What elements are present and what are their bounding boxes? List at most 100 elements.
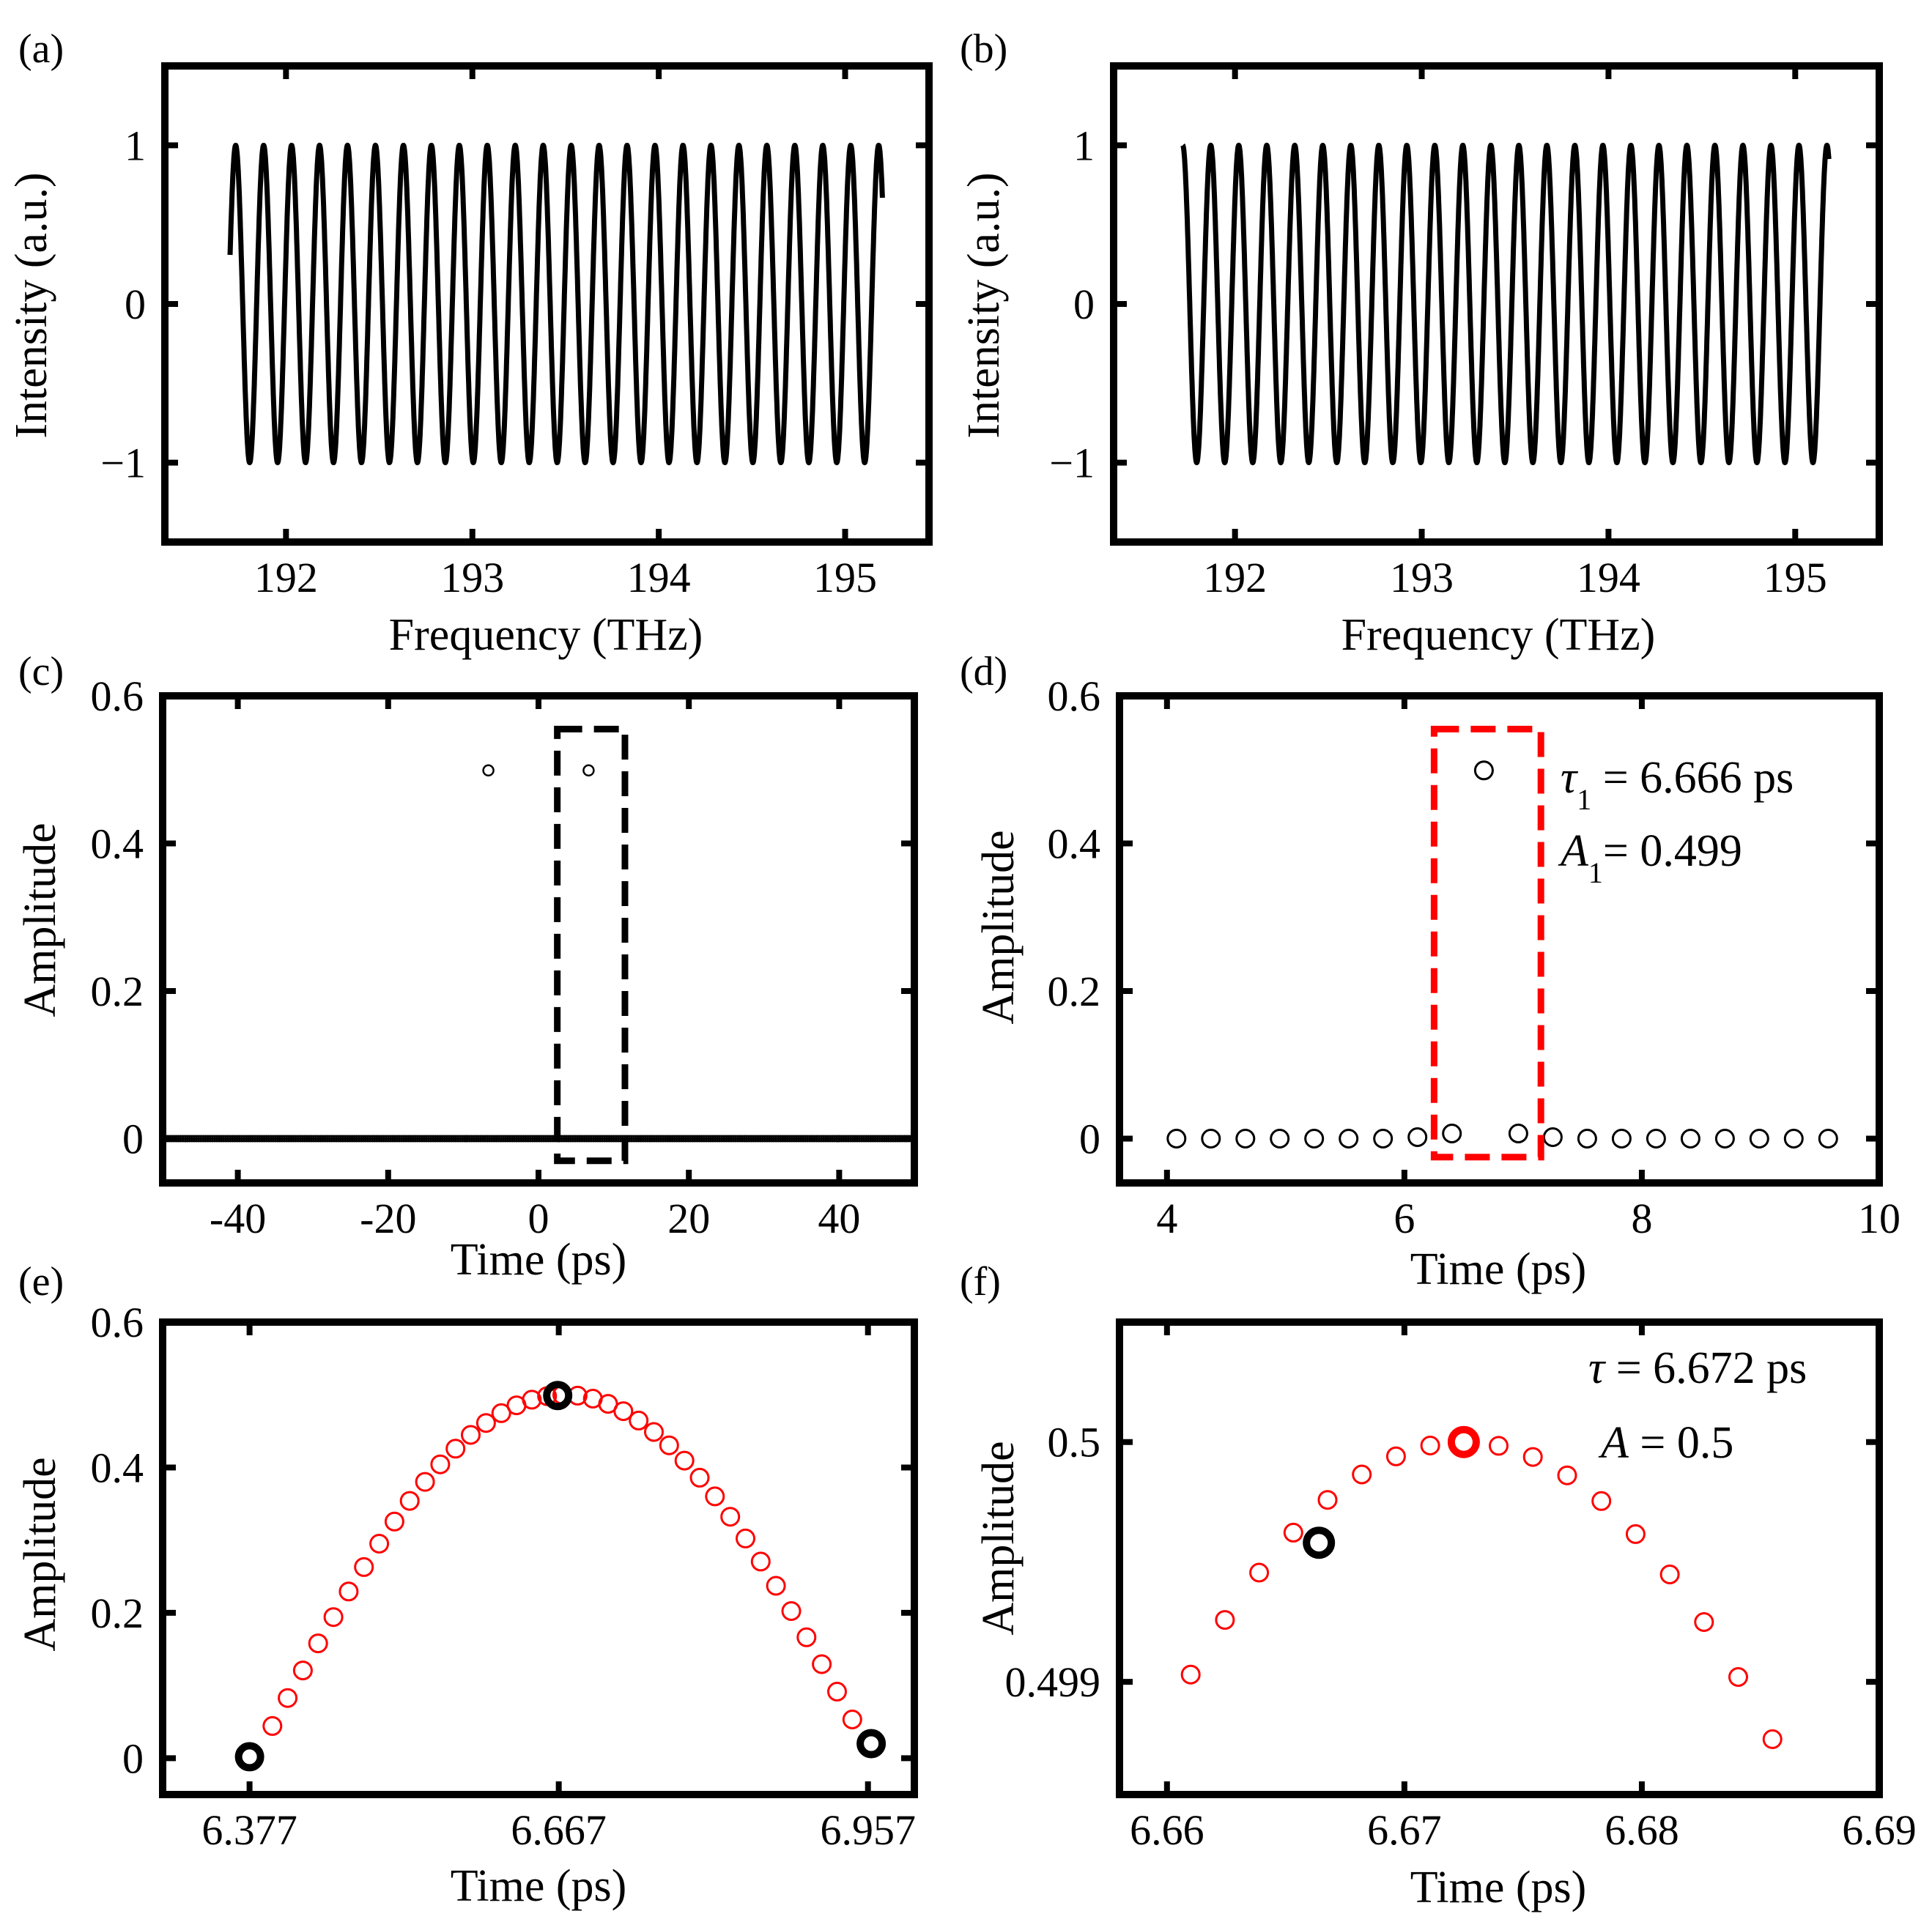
baseline-point: [731, 1135, 739, 1143]
baseline-point: [817, 1135, 825, 1143]
baseline-point: [229, 1135, 237, 1143]
a1-annotation: A1= 0.499: [1558, 826, 1742, 889]
baseline-point: [833, 1135, 841, 1143]
baseline-point: [630, 1135, 638, 1143]
data-point: [1304, 1129, 1325, 1149]
interpolated-point: [827, 1682, 847, 1702]
baseline-point: [445, 1135, 453, 1143]
dashed-highlight-box-c: [554, 725, 629, 1165]
interpolated-point: [705, 1486, 725, 1507]
baseline-point: [319, 1135, 327, 1143]
baseline-point: [168, 1135, 176, 1143]
baseline-point: [166, 1135, 174, 1143]
y-tick-label-f: 0.5: [1048, 1419, 1101, 1466]
baseline-point: [668, 1135, 676, 1143]
y-tick-label-c: 0.6: [91, 672, 144, 720]
baseline-point: [639, 1135, 647, 1143]
interpolated-point: [1249, 1562, 1270, 1583]
x-tick-label-c: -40: [210, 1195, 266, 1242]
panel-label-a: (a): [18, 26, 64, 72]
sample-point: [234, 1742, 264, 1772]
baseline-point: [538, 1135, 546, 1143]
baseline-point: [704, 1135, 712, 1143]
panel-b: (b) Frequency (THz) Intensity (a.u.) 192…: [959, 26, 1883, 660]
baseline-point: [220, 1135, 228, 1143]
a1-subscript: 1: [1588, 856, 1603, 889]
a1-symbol: A: [1558, 826, 1589, 876]
interpolated-point: [750, 1551, 771, 1572]
baseline-point: [517, 1135, 525, 1143]
baseline-point: [851, 1135, 859, 1143]
tau1-symbol: τ: [1561, 753, 1579, 803]
panel-a: (a) Frequency (THz) Intensity (a.u.) 192…: [7, 26, 933, 660]
baseline-point: [714, 1135, 722, 1143]
baseline-point: [413, 1135, 421, 1143]
baseline-point: [693, 1135, 701, 1143]
baseline-point: [547, 1135, 555, 1143]
baseline-point: [524, 1135, 532, 1143]
baseline-point: [589, 1135, 597, 1143]
interpolated-point: [689, 1467, 710, 1488]
baseline-point: [321, 1135, 329, 1143]
tau1-value: = 6.666 ps: [1591, 753, 1794, 803]
interpolated-point: [1557, 1465, 1577, 1485]
baseline-point: [247, 1135, 254, 1143]
baseline-point: [628, 1135, 636, 1143]
data-point: [1611, 1129, 1632, 1149]
interpolated-point: [415, 1472, 435, 1492]
baseline-point: [312, 1135, 320, 1143]
baseline-point: [404, 1135, 412, 1143]
y-tick-label-d: 0.6: [1048, 672, 1101, 720]
x-tick-label-d: 8: [1631, 1195, 1652, 1242]
baseline-point: [195, 1135, 203, 1143]
baseline-point: [249, 1135, 257, 1143]
a-annotation: A = 0.5: [1598, 1418, 1733, 1468]
baseline-point: [831, 1135, 839, 1143]
interpolated-point: [781, 1601, 802, 1621]
y-tick-label-c: 0.4: [91, 820, 144, 868]
baseline-point: [883, 1135, 890, 1143]
baseline-point: [411, 1135, 419, 1143]
x-tick-label-a: 192: [254, 554, 318, 601]
baseline-point: [271, 1135, 279, 1143]
baseline-point: [680, 1135, 687, 1143]
baseline-point: [867, 1135, 875, 1143]
baseline-point: [766, 1135, 773, 1143]
dashed-highlight-box-d: [1430, 725, 1544, 1161]
y-tick-label-a: 1: [125, 122, 146, 169]
baseline-point: [826, 1135, 834, 1143]
x-tick-label-b: 192: [1203, 554, 1267, 601]
interpolated-point: [1489, 1436, 1509, 1456]
x-tick-label-b: 195: [1763, 554, 1827, 601]
baseline-point: [607, 1135, 615, 1143]
baseline-point: [346, 1135, 354, 1143]
baseline-point: [750, 1135, 758, 1143]
baseline-point: [659, 1135, 667, 1143]
baseline-point: [222, 1135, 230, 1143]
peak-point: [482, 764, 495, 777]
y-tick-label-b: 0: [1073, 281, 1095, 328]
baseline-point: [858, 1135, 866, 1143]
baseline-point: [486, 1135, 494, 1143]
baseline-point: [760, 1135, 769, 1143]
baseline-point: [170, 1135, 178, 1143]
baseline-point: [443, 1135, 451, 1143]
baseline-point: [637, 1135, 645, 1143]
y-tick-label-b: 1: [1073, 122, 1095, 169]
baseline-point: [278, 1135, 286, 1143]
data-point: [1166, 1129, 1187, 1149]
interpolated-point: [766, 1576, 786, 1596]
x-tick-label-e: 6.667: [511, 1806, 607, 1854]
baseline-point: [352, 1135, 360, 1143]
baseline-point: [402, 1135, 410, 1143]
baseline-point: [459, 1135, 467, 1143]
baseline-point: [585, 1135, 593, 1143]
baseline-point: [745, 1135, 753, 1143]
interpolated-point: [796, 1627, 817, 1647]
baseline-point: [910, 1135, 917, 1143]
baseline-point: [682, 1135, 690, 1143]
x-tick-label-f: 6.68: [1605, 1806, 1679, 1854]
baseline-point: [452, 1135, 460, 1143]
x-tick-label-a: 195: [813, 554, 877, 601]
baseline-point: [670, 1135, 678, 1143]
